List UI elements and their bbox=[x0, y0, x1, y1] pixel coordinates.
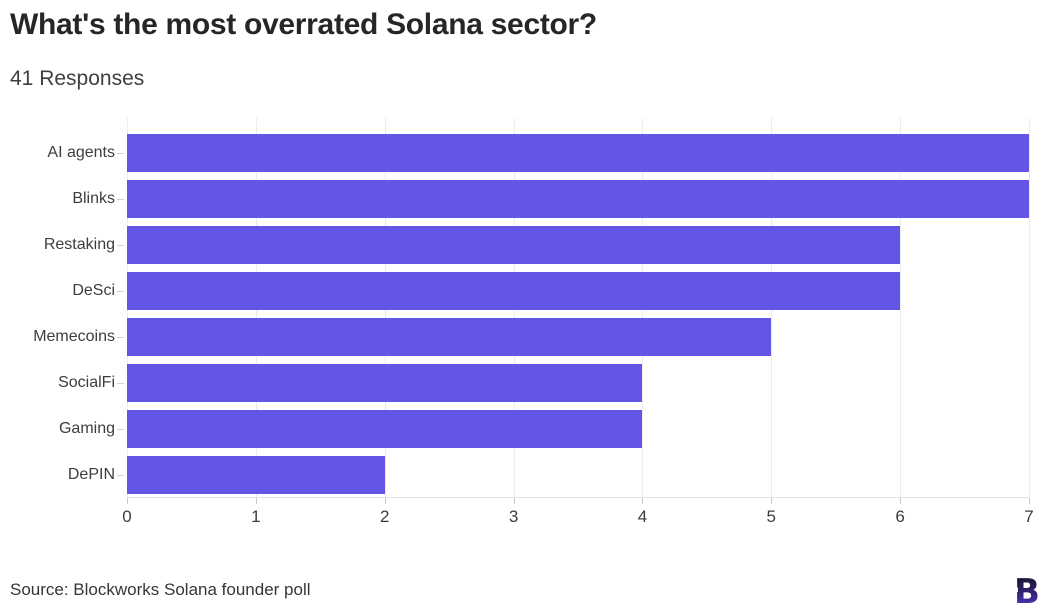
category-label: Gaming bbox=[10, 420, 127, 438]
blockworks-b-logo: B bbox=[1013, 574, 1040, 606]
category-tick bbox=[117, 291, 124, 292]
category-label: DePIN bbox=[10, 466, 127, 484]
x-tick-label: 2 bbox=[379, 507, 390, 526]
x-tick-label: 5 bbox=[766, 507, 777, 526]
bar-track bbox=[127, 226, 1029, 264]
category-tick bbox=[117, 199, 124, 200]
bar bbox=[127, 456, 385, 494]
gridline bbox=[1029, 118, 1030, 498]
x-tick-mark bbox=[1029, 498, 1030, 504]
bar-track bbox=[127, 364, 1029, 402]
x-tick-label: 1 bbox=[251, 507, 261, 526]
bar-row: DePIN bbox=[10, 452, 1029, 498]
source-note: Source: Blockworks Solana founder poll bbox=[10, 580, 311, 599]
bar-track bbox=[127, 410, 1029, 448]
x-tick-label: 4 bbox=[637, 507, 648, 526]
svg-text:B: B bbox=[1014, 574, 1040, 606]
x-tick-mark bbox=[900, 498, 902, 504]
bar-track bbox=[127, 272, 1029, 310]
category-tick bbox=[117, 383, 124, 384]
x-tick-mark bbox=[384, 498, 386, 504]
bar bbox=[127, 134, 1029, 172]
category-tick bbox=[117, 475, 124, 476]
bar-row: Restaking bbox=[10, 222, 1029, 268]
bar-rows: AI agents Blinks Restaking DeSci Memecoins So… bbox=[10, 118, 1029, 498]
bar bbox=[127, 364, 643, 402]
category-label: Memecoins bbox=[10, 328, 127, 346]
chart-title: What's the most overrated Solana sector? bbox=[10, 8, 597, 41]
bar bbox=[127, 226, 901, 264]
x-tick-label: 6 bbox=[895, 507, 905, 526]
x-tick-mark bbox=[642, 498, 644, 504]
bar bbox=[127, 318, 772, 356]
bar bbox=[127, 410, 643, 448]
category-tick bbox=[117, 429, 124, 430]
bar-row: SocialFi bbox=[10, 360, 1029, 406]
x-tick-mark bbox=[127, 498, 128, 504]
bar-track bbox=[127, 456, 1029, 494]
bar-row: Memecoins bbox=[10, 314, 1029, 360]
category-tick bbox=[117, 337, 124, 338]
bar-row: Blinks bbox=[10, 176, 1029, 222]
x-tick-mark bbox=[255, 498, 257, 504]
category-label: SocialFi bbox=[10, 374, 127, 392]
category-tick bbox=[117, 245, 124, 246]
x-tick-label: 0 bbox=[122, 507, 132, 526]
bar-track bbox=[127, 318, 1029, 356]
chart-footer: Source: Blockworks Solana founder poll B bbox=[10, 574, 1040, 606]
category-label: DeSci bbox=[10, 282, 127, 300]
category-tick bbox=[117, 153, 124, 154]
category-label: Restaking bbox=[10, 236, 127, 254]
x-tick-label: 7 bbox=[1024, 507, 1034, 526]
bar-track bbox=[127, 180, 1029, 218]
category-label: Blinks bbox=[10, 190, 127, 208]
x-tick-label: 3 bbox=[508, 507, 519, 526]
chart-subtitle: 41 Responses bbox=[10, 67, 145, 90]
bar bbox=[127, 272, 901, 310]
x-tick-mark bbox=[771, 498, 773, 504]
bar-chart: AI agents Blinks Restaking DeSci Memecoins So… bbox=[10, 118, 1034, 532]
x-tick-mark bbox=[513, 498, 515, 504]
category-label: AI agents bbox=[10, 144, 127, 162]
bar bbox=[127, 180, 1029, 218]
x-axis: 0 1 2 3 4 5 6 7 bbox=[122, 498, 1034, 532]
bar-track bbox=[127, 134, 1029, 172]
bar-row: AI agents bbox=[10, 130, 1029, 176]
bar-row: DeSci bbox=[10, 268, 1029, 314]
x-axis-line bbox=[127, 497, 1029, 498]
bar-row: Gaming bbox=[10, 406, 1029, 452]
